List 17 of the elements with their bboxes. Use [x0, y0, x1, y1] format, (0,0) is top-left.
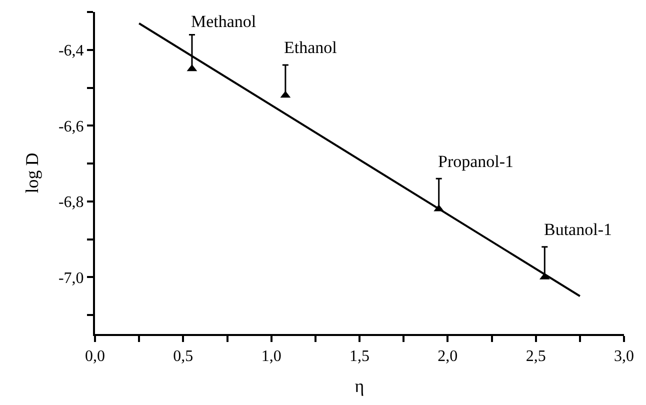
y-axis-title: log D — [22, 152, 42, 194]
y-tick-label: -6,8 — [58, 194, 84, 212]
y-tick-label: -6,6 — [58, 118, 84, 136]
x-tick-label: 0,5 — [173, 348, 194, 366]
x-tick-label: 1,5 — [350, 348, 370, 366]
x-tick-label: 1,0 — [261, 348, 282, 366]
annotation: Ethanol — [284, 38, 338, 57]
y-tick-label: -6,4 — [58, 42, 84, 60]
x-tick-label: 2,0 — [438, 348, 458, 366]
annotation: Methanol — [191, 12, 256, 31]
y-tick-label: -7,0 — [58, 270, 84, 287]
x-axis-title: η — [354, 376, 364, 396]
x-tick-label: 3,0 — [614, 348, 634, 366]
x-tick-label: 0,0 — [85, 348, 105, 366]
annotation: Propanol-1 — [438, 152, 514, 171]
x-tick-label: 2,5 — [526, 348, 546, 366]
annotation: Butanol-1 — [544, 220, 612, 239]
